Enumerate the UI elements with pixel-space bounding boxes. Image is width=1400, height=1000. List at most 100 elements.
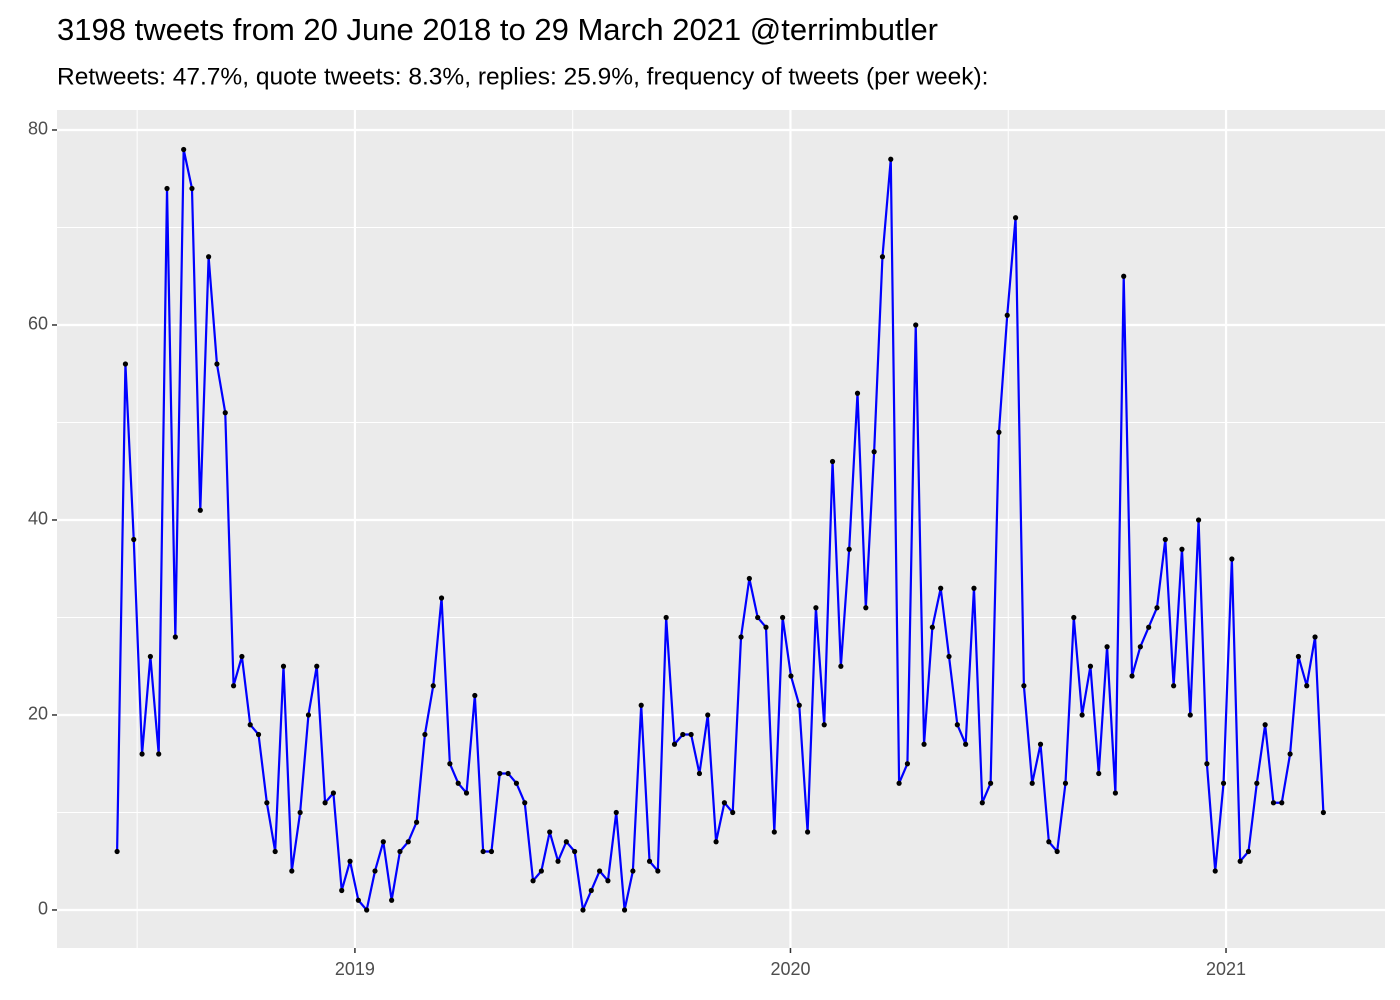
data-point	[1021, 683, 1027, 689]
data-point	[505, 770, 511, 777]
data-point	[597, 868, 603, 874]
data-point	[330, 790, 337, 796]
data-point	[763, 624, 769, 630]
data-point	[405, 839, 411, 845]
data-point	[1129, 673, 1135, 679]
data-point	[372, 868, 378, 874]
data-point	[239, 653, 245, 660]
data-point	[197, 507, 203, 513]
data-point	[380, 839, 386, 845]
data-point	[289, 868, 295, 874]
data-point	[1112, 790, 1118, 796]
data-point	[888, 156, 894, 162]
x-tick-label: 2020	[770, 959, 810, 979]
data-point	[1237, 858, 1243, 864]
data-point	[305, 712, 312, 718]
data-point	[780, 614, 786, 621]
data-point	[1171, 683, 1177, 689]
data-point	[621, 907, 628, 913]
data-point	[988, 780, 994, 786]
data-point	[1320, 809, 1326, 816]
data-point	[663, 614, 669, 621]
data-point	[721, 800, 727, 806]
data-point	[1079, 712, 1085, 718]
data-point	[1087, 663, 1094, 669]
data-point	[247, 722, 253, 728]
data-point	[755, 614, 761, 621]
data-point	[513, 780, 520, 786]
series-line	[116, 148, 1325, 912]
data-point	[1004, 312, 1010, 318]
data-point	[555, 858, 561, 864]
data-point	[913, 322, 919, 328]
data-point	[463, 790, 470, 796]
data-point	[821, 722, 827, 728]
data-point	[788, 673, 794, 679]
data-point	[655, 868, 661, 874]
data-point	[804, 829, 811, 835]
data-point	[588, 887, 594, 894]
data-point	[156, 751, 162, 757]
data-point	[738, 634, 744, 640]
data-point	[1037, 741, 1044, 747]
data-point	[938, 585, 944, 591]
data-point	[189, 185, 195, 192]
data-point	[671, 741, 678, 747]
data-point	[422, 731, 428, 738]
y-tick-label: 20	[28, 704, 48, 724]
plot-panel	[57, 110, 1385, 948]
data-point	[605, 878, 611, 884]
data-point	[1304, 683, 1310, 689]
data-point	[996, 429, 1002, 435]
data-point	[1270, 800, 1277, 806]
data-point	[871, 449, 877, 455]
data-point	[746, 575, 752, 582]
data-point	[181, 146, 187, 153]
data-point	[638, 702, 644, 708]
data-point	[572, 848, 578, 855]
data-point	[147, 653, 153, 660]
data-point	[255, 731, 262, 738]
data-point	[1204, 761, 1210, 767]
data-point	[164, 185, 170, 192]
data-point	[1162, 536, 1168, 543]
data-point	[613, 809, 619, 816]
data-point	[1254, 780, 1260, 786]
data-point	[1287, 751, 1293, 757]
data-point	[929, 624, 935, 630]
data-point	[322, 800, 328, 806]
data-point	[630, 868, 636, 874]
data-point	[1187, 712, 1193, 718]
chart-title: 3198 tweets from 20 June 2018 to 29 Marc…	[57, 12, 938, 47]
data-point	[896, 780, 902, 786]
data-point	[522, 800, 528, 806]
data-point	[771, 829, 777, 835]
data-point	[1295, 653, 1302, 660]
data-point	[1220, 780, 1227, 786]
y-tick-label: 0	[38, 899, 48, 919]
data-point	[455, 780, 461, 786]
data-point	[1121, 273, 1127, 279]
data-point	[364, 907, 370, 913]
data-point	[1179, 546, 1185, 552]
data-point	[430, 683, 436, 689]
data-point	[954, 722, 960, 728]
data-point	[347, 858, 353, 864]
data-point	[538, 868, 544, 874]
data-point	[1195, 517, 1202, 523]
data-point	[339, 887, 345, 894]
data-point	[1012, 215, 1019, 221]
data-point	[297, 809, 303, 816]
data-point	[214, 361, 220, 367]
data-point	[497, 770, 503, 777]
data-point	[979, 800, 985, 806]
data-point	[580, 907, 586, 913]
data-point	[472, 692, 478, 699]
data-point	[829, 458, 836, 465]
data-point	[272, 848, 278, 855]
data-point	[713, 839, 719, 845]
data-point	[206, 254, 212, 260]
data-point	[139, 751, 145, 757]
data-point	[1245, 848, 1252, 855]
